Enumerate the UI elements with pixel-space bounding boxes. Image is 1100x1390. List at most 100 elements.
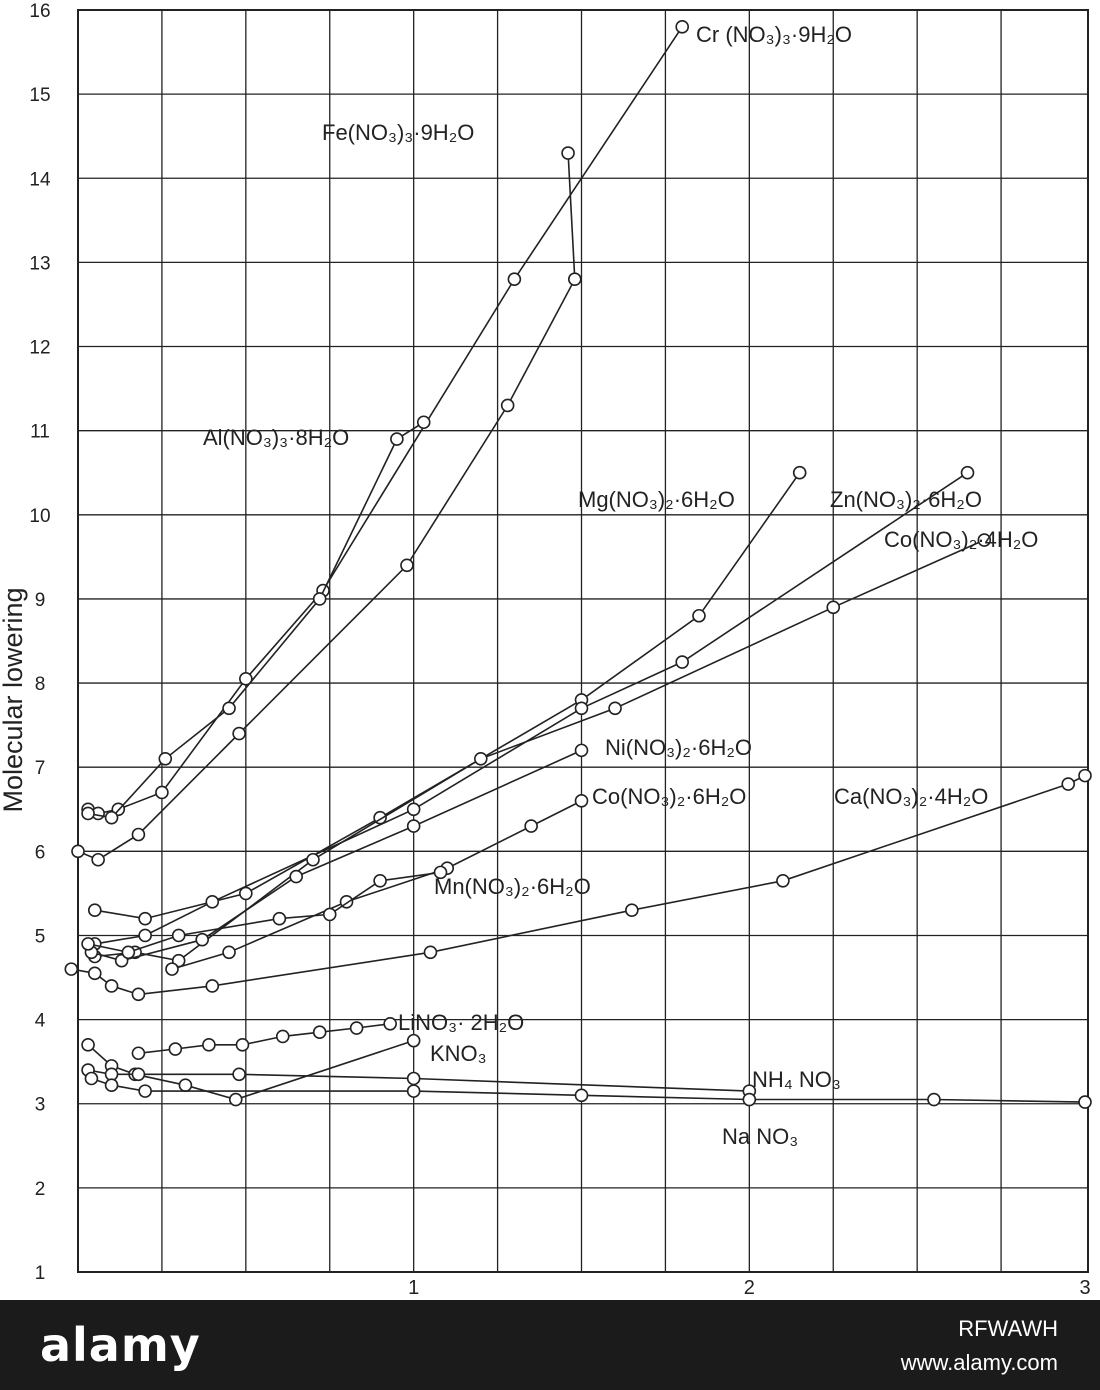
data-point xyxy=(131,1046,146,1061)
series-label: Na NO₃ xyxy=(722,1124,798,1149)
data-point xyxy=(792,465,807,480)
y-tick-label: 7 xyxy=(35,758,46,779)
data-point xyxy=(138,1084,152,1098)
data-point xyxy=(171,928,186,943)
data-point xyxy=(349,1021,364,1035)
data-point xyxy=(81,937,95,951)
data-point xyxy=(826,600,841,615)
data-point xyxy=(433,865,448,880)
data-point xyxy=(121,945,136,960)
data-point xyxy=(81,1038,95,1052)
series-label: LiNO₃· 2H₂O xyxy=(398,1010,524,1035)
series-3: Mg(NO₃)₂·6H₂O xyxy=(87,465,807,926)
data-point xyxy=(64,962,79,976)
x-tick-label: 1 xyxy=(408,1277,419,1299)
data-point xyxy=(608,701,622,716)
plot-frame xyxy=(77,9,1089,1273)
series-line xyxy=(77,152,576,861)
data-point xyxy=(574,701,589,716)
series-label: Mn(NO₃)₂·6H₂O xyxy=(434,874,591,899)
data-point xyxy=(272,911,287,926)
data-point xyxy=(977,533,992,547)
series-label: Co(NO₃)₂·4H₂O xyxy=(884,527,1038,552)
data-point xyxy=(675,20,690,34)
data-point xyxy=(473,751,488,766)
data-point xyxy=(692,608,706,623)
data-point xyxy=(232,726,246,741)
series-label: KNO₃ xyxy=(430,1041,487,1066)
series-label: Mg(NO₃)₂·6H₂O xyxy=(578,487,735,512)
series-1: Fe(NO₃)₃·9H₂O xyxy=(71,120,582,867)
series-7: Co(NO₃)₂·6H₂O xyxy=(165,784,746,976)
y-tick-label: 12 xyxy=(29,338,50,359)
data-point xyxy=(742,1092,757,1107)
data-point xyxy=(306,852,320,867)
series-line xyxy=(94,539,985,962)
data-point xyxy=(84,1071,99,1086)
y-tick-label: 6 xyxy=(35,842,46,863)
data-point xyxy=(390,432,404,446)
data-point xyxy=(202,1038,216,1052)
data-point xyxy=(406,819,421,833)
series-label: Ni(NO₃)₂·6H₂O xyxy=(605,735,752,760)
series-label: NH₄ NO₃ xyxy=(752,1067,841,1092)
data-point xyxy=(383,1017,397,1031)
data-point xyxy=(312,592,327,606)
data-point xyxy=(232,1067,246,1082)
watermark-bar xyxy=(0,1300,1100,1390)
data-point xyxy=(507,272,522,287)
data-point xyxy=(168,1042,183,1056)
series-9: Ca(NO₃)₂·4H₂O xyxy=(64,768,1092,1002)
data-point xyxy=(567,272,582,287)
data-point xyxy=(524,819,538,833)
series-line xyxy=(87,421,425,819)
data-point xyxy=(131,1067,146,1082)
y-tick-label: 1 xyxy=(35,1263,46,1284)
horizontal-gridlines xyxy=(78,9,1088,1273)
series-10: LiNO₃· 2H₂O xyxy=(131,1010,524,1061)
data-point xyxy=(104,810,119,825)
x-tick-label: 3 xyxy=(1079,1277,1090,1299)
y-tick-label: 10 xyxy=(29,506,50,527)
data-point xyxy=(138,928,152,943)
data-point xyxy=(322,907,337,922)
data-point xyxy=(165,962,179,976)
data-point xyxy=(373,873,387,888)
series-line xyxy=(71,774,1086,996)
data-point xyxy=(423,945,438,960)
data-point xyxy=(1078,1095,1092,1109)
data-point xyxy=(205,895,220,909)
y-tick-label: 3 xyxy=(35,1095,46,1116)
vertical-gridlines xyxy=(161,10,1002,1272)
data-point xyxy=(675,655,690,669)
series-label: Zn(NO₃)₂·6H₂O xyxy=(830,487,982,512)
y-tick-label: 11 xyxy=(30,422,50,443)
data-point xyxy=(87,966,102,981)
data-point xyxy=(1061,777,1076,791)
data-point xyxy=(131,987,146,1002)
data-point xyxy=(235,1038,250,1052)
data-point xyxy=(574,743,589,758)
y-tick-label: 8 xyxy=(35,674,46,695)
data-point xyxy=(131,827,146,842)
data-point xyxy=(574,794,589,808)
data-point xyxy=(416,415,431,430)
data-point xyxy=(1078,768,1092,783)
series-8: Mn(NO₃)₂·6H₂O xyxy=(81,865,591,960)
series-label: Fe(NO₃)₃·9H₂O xyxy=(322,120,474,145)
watermark-url: www.alamy.com xyxy=(900,1350,1058,1375)
y-tick-label: 15 xyxy=(29,85,50,106)
series-0: Cr (NO₃)₃·9H₂O xyxy=(81,20,852,821)
data-point xyxy=(406,802,421,817)
series-2: Al(NO₃)₃·8H₂O xyxy=(81,415,431,825)
data-point xyxy=(205,979,220,993)
data-point xyxy=(155,785,169,800)
data-point xyxy=(71,844,85,859)
y-tick-label: 14 xyxy=(29,169,51,190)
data-point xyxy=(574,1088,589,1103)
series-label: Cr (NO₃)₃·9H₂O xyxy=(696,22,852,47)
data-point xyxy=(81,806,95,821)
x-tick-label: 2 xyxy=(744,1277,755,1299)
data-point xyxy=(104,979,119,993)
